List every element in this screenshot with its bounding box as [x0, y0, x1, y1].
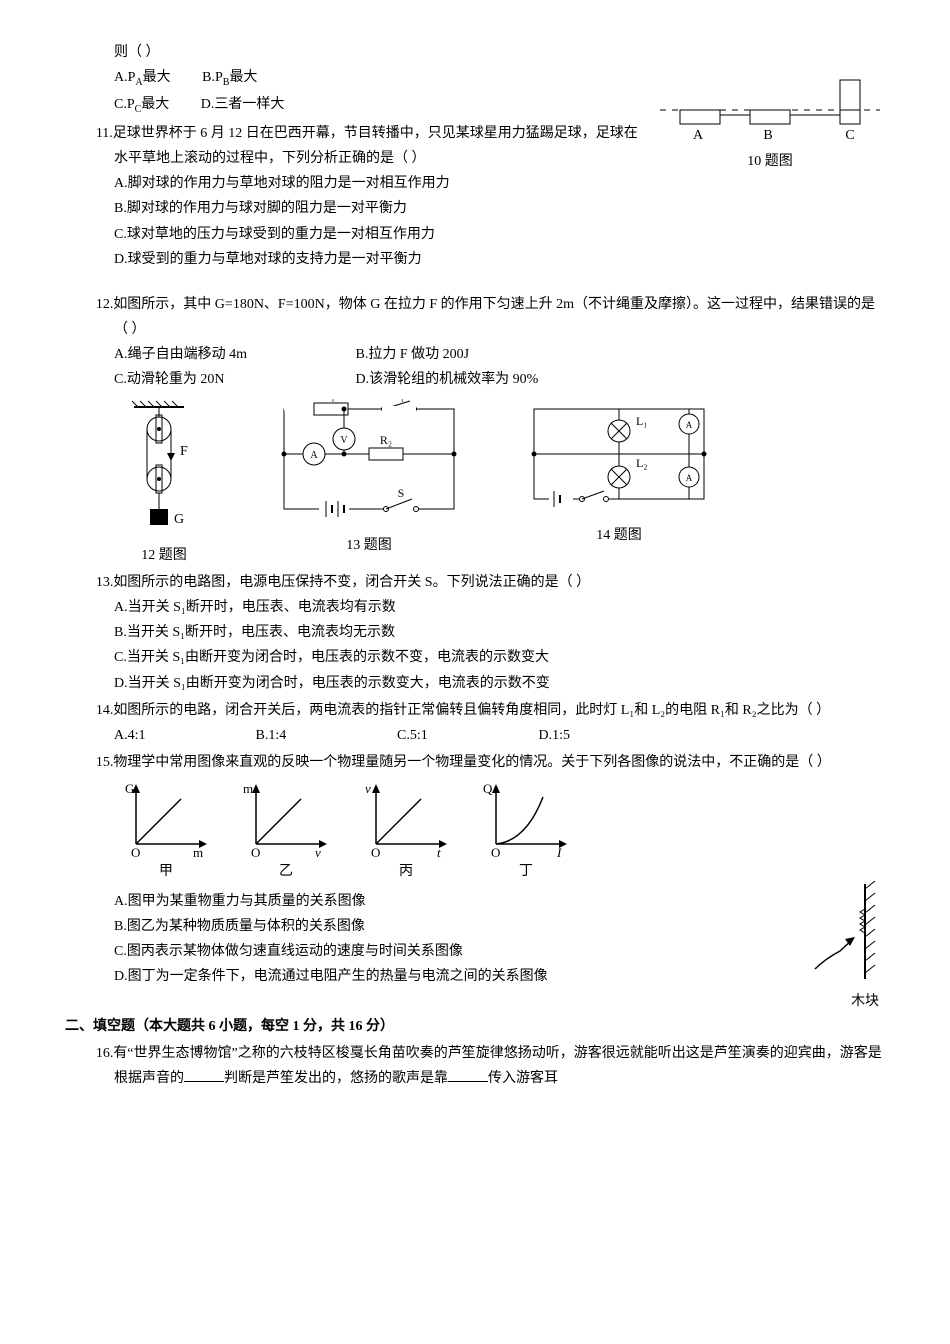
svg-text:v: v	[315, 845, 321, 859]
q12-opt-b: B.拉力 F 做功 200J	[356, 342, 470, 367]
fig12-caption: 12 题图	[114, 543, 214, 568]
svg-text:S: S	[398, 486, 405, 500]
graph-bing: v O t 丙	[361, 779, 451, 884]
q15-opt-a: A.图甲为某重物重力与其质量的关系图像	[65, 889, 885, 914]
fig14-caption: 14 题图	[524, 523, 714, 548]
svg-text:L₁: L₁	[636, 414, 648, 428]
q10-pre: 则（ ）	[65, 40, 885, 65]
q13-opt-a: A.当开关 S₁断开时，电压表、电流表均有示数	[65, 595, 885, 620]
q10-opt-d: D.三者一样大	[201, 92, 285, 117]
q14-opt-c: C.5:1	[397, 723, 507, 748]
graph-yi: m O v 乙	[241, 779, 331, 884]
svg-text:A: A	[310, 450, 318, 461]
q14-opts: A.4:1 B.1:4 C.5:1 D.1:5	[65, 723, 885, 748]
graph-jia: G O m 甲	[121, 779, 211, 884]
svg-text:R₂: R₂	[380, 433, 392, 447]
q15-opt-b: B.图乙为某种物质质量与体积的关系图像	[65, 914, 885, 939]
q10-opt-a: A.PA最大	[114, 65, 171, 92]
q11-stem: 11.足球世界杯于 6 月 12 日在巴西开幕，节目转播中，只见某球星用力猛踢足…	[65, 121, 643, 171]
svg-text:m: m	[243, 781, 253, 796]
graph-jia-caption: 甲	[121, 859, 211, 884]
q12-opt-c: C.动滑轮重为 20N	[114, 367, 324, 392]
q11-opt-b: B.脚对球的作用力与球对脚的阻力是一对平衡力	[65, 196, 643, 221]
svg-text:R₁: R₁	[323, 399, 335, 402]
q10-opt-c: C.PC最大	[114, 92, 169, 119]
q12-stem: 12.如图所示，其中 G=180N、F=100N，物体 G 在拉力 F 的作用下…	[65, 292, 885, 342]
q13-stem: 13.如图所示的电路图，电源电压保持不变，闭合开关 S。下列说法正确的是（ ）	[65, 570, 885, 595]
svg-text:O: O	[491, 845, 500, 859]
svg-text:A: A	[686, 473, 693, 483]
fig-12: F G 12 题图	[114, 399, 214, 568]
svg-text:G: G	[125, 781, 134, 796]
section-2-title: 二、填空题（本大题共 6 小题，每空 1 分，共 16 分）	[65, 1014, 885, 1039]
q11-opt-a: A.脚对球的作用力与草地对球的阻力是一对相互作用力	[65, 171, 643, 196]
q13-opt-c: C.当开关 S₁由断开变为闭合时，电压表的示数不变，电流表的示数变大	[65, 645, 885, 670]
wood-label: 木块	[795, 989, 879, 1014]
q16-blank-2[interactable]	[448, 1081, 488, 1082]
fig13-caption: 13 题图	[274, 533, 464, 558]
q11-opt-d: D.球受到的重力与草地对球的支持力是一对平衡力	[65, 247, 643, 272]
q12-opt-d: D.该滑轮组的机械效率为 90%	[356, 367, 539, 392]
graph-yi-caption: 乙	[241, 859, 331, 884]
q16-mid: 判断是芦笙发出的，悠扬的歌声是靠	[224, 1071, 448, 1086]
q14-opt-a: A.4:1	[114, 723, 224, 748]
svg-text:C: C	[845, 128, 854, 143]
q10-opt-b: B.PB最大	[202, 65, 257, 92]
graph-bing-caption: 丙	[361, 859, 451, 884]
q12-opt-a: A.绳子自由端移动 4m	[114, 342, 324, 367]
svg-text:O: O	[251, 845, 260, 859]
q13-opt-d: D.当开关 S₁由断开变为闭合时，电压表的示数变大，电流表的示数不变	[65, 671, 885, 696]
svg-text:O: O	[131, 845, 140, 859]
svg-text:V: V	[340, 435, 348, 446]
q14-opt-d: D.1:5	[539, 723, 571, 748]
svg-text:L₂: L₂	[636, 456, 648, 470]
svg-text:G: G	[174, 512, 184, 527]
svg-text:I: I	[556, 845, 562, 859]
fig-13: R₁ S₁ V A R₂	[274, 399, 464, 568]
q14-stem: 14.如图所示的电路，闭合开关后，两电流表的指针正常偏转且偏转角度相同，此时灯 …	[65, 698, 885, 723]
q15-stem: 15.物理学中常用图像来直观的反映一个物理量随另一个物理量变化的情况。关于下列各…	[65, 750, 885, 775]
q12-opts-2: C.动滑轮重为 20N D.该滑轮组的机械效率为 90%	[65, 367, 885, 392]
svg-text:t: t	[437, 845, 441, 859]
graph-ding: Q O I 丁	[481, 779, 571, 884]
graph-ding-caption: 丁	[481, 859, 571, 884]
q15-opt-c: C.图丙表示某物体做匀速直线运动的速度与时间关系图像	[65, 939, 885, 964]
q10-opts-row2: C.PC最大 D.三者一样大	[65, 92, 643, 119]
figures-12-13-14: F G 12 题图 R₁ S₁ V	[114, 399, 885, 568]
svg-text:v: v	[365, 781, 371, 796]
svg-text:B: B	[763, 128, 772, 143]
q16-post: 传入游客耳	[488, 1071, 558, 1086]
svg-text:A: A	[693, 128, 704, 143]
q13-opt-b: B.当开关 S₁断开时，电压表、电流表均无示数	[65, 620, 885, 645]
q10-opts-row1: A.PA最大 B.PB最大	[65, 65, 643, 92]
fig-14: L₁ L₂ A A 14 题图	[524, 399, 714, 568]
svg-text:Q: Q	[483, 781, 493, 796]
svg-text:m: m	[193, 845, 203, 859]
q10-fig-caption: 10 题图	[655, 149, 885, 174]
q12-opts-1: A.绳子自由端移动 4m B.拉力 F 做功 200J	[65, 342, 885, 367]
q15-opt-d: D.图丁为一定条件下，电流通过电阻产生的热量与电流之间的关系图像	[65, 964, 885, 989]
wood-block-figure: 木块	[795, 879, 885, 1014]
svg-text:F: F	[180, 444, 188, 459]
q15-graphs: G O m 甲 m O v 乙 v O t 丙	[121, 779, 885, 884]
q11-opt-c: C.球对草地的压力与球受到的重力是一对相互作用力	[65, 222, 643, 247]
q16-stem: 16.有“世界生态博物馆”之称的六枝特区梭戛长角苗吹奏的芦笙旋律悠扬动听，游客很…	[65, 1041, 885, 1091]
svg-text:O: O	[371, 845, 380, 859]
svg-text:A: A	[686, 420, 693, 430]
svg-text:S₁: S₁	[394, 399, 405, 402]
q10-figure: A B C 10 题图	[655, 65, 885, 174]
q16-blank-1[interactable]	[184, 1081, 224, 1082]
q14-opt-b: B.1:4	[256, 723, 366, 748]
